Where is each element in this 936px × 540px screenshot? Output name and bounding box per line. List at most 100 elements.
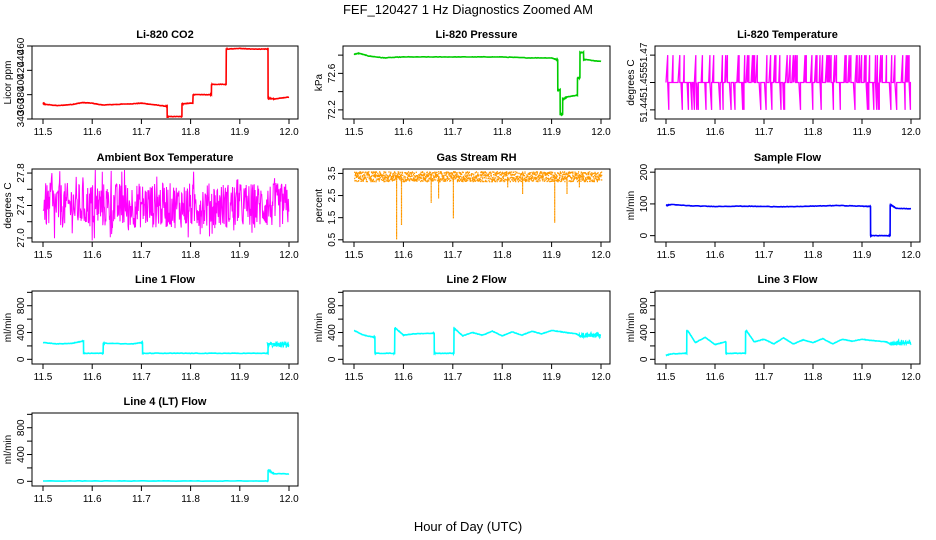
- series-spike: [566, 177, 568, 194]
- series-spike: [396, 176, 398, 240]
- panel-title: Sample Flow: [754, 152, 822, 164]
- y-axis-label: ml/min: [626, 191, 637, 220]
- x-tick-label: 12.0: [591, 127, 611, 138]
- x-tick-label: 11.8: [181, 127, 200, 138]
- x-tick-label: 11.6: [83, 127, 102, 138]
- y-tick-label: 27.0: [16, 228, 27, 248]
- y-tick-label: 51.47: [639, 42, 650, 67]
- x-tick-label: 11.8: [804, 372, 823, 383]
- plot-frame: [31, 290, 299, 365]
- y-tick-label: 2.5: [327, 188, 338, 202]
- y-tick-label: 400: [16, 446, 27, 463]
- panel-title: Gas Stream RH: [436, 152, 516, 164]
- panel-title: Line 3 Flow: [758, 274, 818, 286]
- series-spike: [430, 176, 432, 203]
- y-axis-label: Licor ppm: [3, 61, 14, 105]
- x-tick-label: 11.6: [706, 127, 725, 138]
- panel-10: Line 4 (LT) Flow 11.5 11.6 11.7 11.8 11.9 12.0…: [3, 396, 299, 505]
- x-tick-label: 11.5: [657, 372, 676, 383]
- y-tick-label: 27.4: [16, 195, 27, 215]
- x-tick-label: 11.6: [394, 127, 413, 138]
- series-line: [42, 47, 290, 118]
- x-tick-label: 11.5: [345, 250, 364, 261]
- plot-frame: [31, 412, 299, 487]
- y-tick-label: 51.455: [639, 67, 650, 98]
- panels: Li-820 CO2 11.5 11.6 11.7 11.8 11.9 12.0 340 380…: [3, 29, 921, 505]
- series-group: [665, 55, 912, 110]
- x-tick-label: 11.8: [493, 372, 512, 383]
- x-tick-label: 11.9: [853, 127, 872, 138]
- x-tick-label: 12.0: [279, 372, 299, 383]
- y-tick-label: 0: [16, 356, 27, 362]
- figure-title: FEF_120427 1 Hz Diagnostics Zoomed AM: [343, 2, 593, 17]
- x-tick-label: 11.5: [34, 127, 53, 138]
- x-tick-label: 12.0: [279, 250, 299, 261]
- panel-title: Li-820 CO2: [136, 29, 193, 41]
- series-line: [353, 326, 602, 357]
- x-tick-label: 11.9: [853, 250, 872, 261]
- y-tick-label: 0: [639, 232, 650, 238]
- y-axis-label: ml/min: [3, 435, 14, 464]
- y-tick-label: 800: [327, 297, 338, 314]
- series-spike: [438, 176, 440, 199]
- series-group: [665, 202, 911, 239]
- y-tick-label: 0: [639, 356, 650, 362]
- panel-2: Li-820 Pressure 11.5 11.6 11.7 11.8 11.9 12.0 7…: [314, 29, 611, 138]
- series-noise: [888, 338, 912, 346]
- series-line: [43, 468, 290, 483]
- panel-7: Line 1 Flow 11.5 11.6 11.7 11.8 11.9 12.0 0 400 8…: [3, 274, 299, 383]
- y-tick-label: 800: [16, 297, 27, 314]
- x-tick-label: 11.9: [230, 127, 249, 138]
- series-spike: [578, 176, 580, 188]
- y-axis-label: percent: [314, 189, 325, 223]
- series-spike: [522, 177, 524, 194]
- series-points: [354, 171, 603, 183]
- series-group: [353, 326, 602, 357]
- series-noise: [578, 330, 602, 340]
- panel-5: Gas Stream RH 11.5 11.6 11.7 11.8 11.9 12.0 0.5…: [314, 152, 611, 261]
- x-tick-label: 11.7: [755, 250, 774, 261]
- y-tick-label: 0.5: [327, 232, 338, 246]
- y-axis-label: kPa: [314, 73, 325, 91]
- x-tick-label: 11.8: [181, 250, 200, 261]
- y-tick-label: 100: [639, 195, 650, 212]
- panel-title: Ambient Box Temperature: [97, 152, 234, 164]
- x-tick-label: 11.5: [34, 250, 53, 261]
- y-tick-label: 0: [327, 356, 338, 362]
- x-tick-label: 12.0: [279, 494, 299, 505]
- panel-title: Line 2 Flow: [447, 274, 507, 286]
- x-tick-label: 11.9: [542, 250, 561, 261]
- x-tick-label: 11.7: [755, 372, 774, 383]
- figure-xlabel: Hour of Day (UTC): [414, 519, 522, 534]
- plot-frame: [654, 290, 921, 365]
- x-tick-label: 11.9: [542, 372, 561, 383]
- x-tick-label: 12.0: [901, 250, 921, 261]
- x-tick-label: 11.8: [804, 127, 823, 138]
- plot-frame: [31, 45, 299, 120]
- x-tick-label: 12.0: [279, 127, 299, 138]
- series-group: [353, 49, 602, 117]
- panel-1: Li-820 CO2 11.5 11.6 11.7 11.8 11.9 12.0 340 380…: [3, 29, 299, 138]
- y-axis-label: ml/min: [3, 313, 14, 342]
- series-group: [42, 47, 290, 118]
- x-tick-label: 11.9: [230, 372, 249, 383]
- x-tick-label: 11.7: [132, 494, 151, 505]
- y-tick-label: 400: [16, 324, 27, 341]
- x-tick-label: 12.0: [901, 372, 921, 383]
- plot-frame: [654, 168, 921, 243]
- x-tick-label: 11.8: [804, 250, 823, 261]
- y-tick-label: 460: [16, 37, 27, 54]
- y-tick-label: 1.5: [327, 210, 338, 224]
- x-tick-label: 11.5: [345, 372, 364, 383]
- y-tick-label: 72.6: [327, 63, 338, 83]
- x-tick-label: 11.6: [706, 250, 725, 261]
- plot-frame: [342, 45, 611, 120]
- series-spike: [452, 176, 454, 219]
- y-tick-label: 200: [639, 163, 650, 180]
- series-noise: [266, 340, 290, 349]
- y-tick-label: 400: [639, 324, 650, 341]
- x-tick-label: 11.8: [181, 494, 200, 505]
- x-tick-label: 11.7: [755, 127, 774, 138]
- x-tick-label: 11.6: [706, 372, 725, 383]
- y-axis-label: ml/min: [626, 313, 637, 342]
